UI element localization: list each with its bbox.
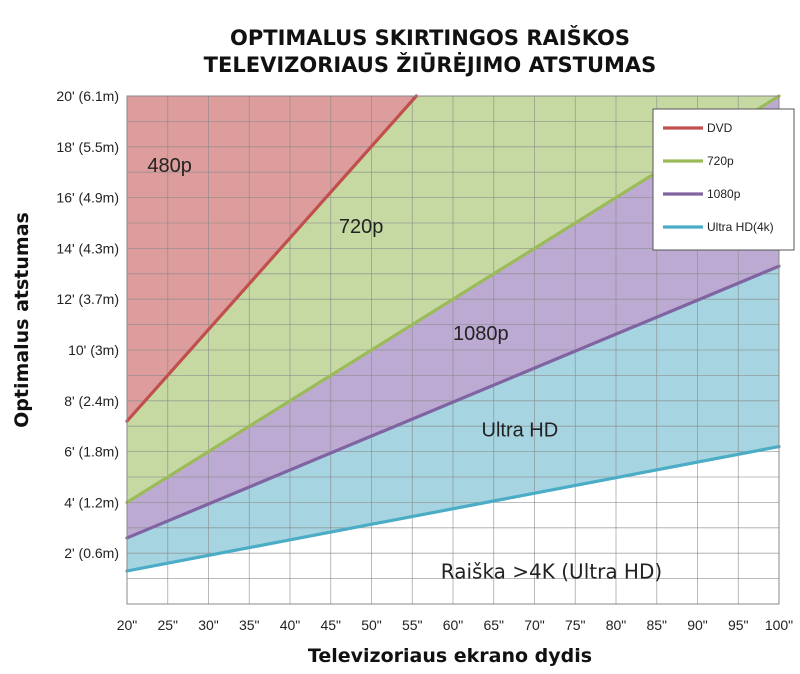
series-line-uhd [125, 444, 781, 573]
y-tick-label: 6' (1.8m) [64, 444, 119, 460]
x-tick-label: 25" [157, 617, 178, 633]
plot-frame [126, 95, 780, 605]
x-tick-label: 80" [606, 617, 627, 633]
y-tick-label: 16' (4.9m) [56, 190, 119, 206]
region-labels: 480p 720p 1080p Ultra HD [147, 155, 558, 441]
y-tick-label: 10' (3m) [68, 342, 119, 358]
series-line-dvd [125, 94, 418, 423]
x-tick-label: 50" [361, 617, 382, 633]
legend-label-p1080: 1080p [707, 187, 741, 201]
legend-label-p720: 720p [707, 154, 734, 168]
x-tick-label: 20" [117, 617, 138, 633]
region-label: 720p [339, 216, 384, 238]
legend-label-uhd: Ultra HD(4k) [707, 220, 774, 234]
x-tick-label: 70" [524, 617, 545, 633]
y-axis-title: Optimalus atstumas [11, 212, 33, 428]
x-tick-label: 95" [728, 617, 749, 633]
chart-title-line-1: OPTIMALUS SKIRTINGOS RAIŠKOS [230, 25, 630, 50]
grid-lines [126, 95, 780, 605]
legend: DVD 720p 1080p Ultra HD(4k) [652, 108, 795, 251]
legend-label-dvd: DVD [707, 121, 733, 135]
x-tick-label: 30" [198, 617, 219, 633]
x-tick-label: 90" [687, 617, 708, 633]
tick-labels: 20" 25" 30" 35" 40" 45" 50" 55" 60" 65" 70" 75" 80" 8… [56, 88, 793, 633]
x-tick-label: 85" [646, 617, 667, 633]
region-label: 480p [147, 155, 192, 177]
x-tick-label: 45" [320, 617, 341, 633]
region-label: Ultra HD [482, 419, 559, 441]
resolution-note: Raiška >4K (Ultra HD) [441, 560, 662, 584]
x-tick-label: 60" [443, 617, 464, 633]
y-tick-label: 14' (4.3m) [56, 240, 119, 256]
y-tick-label: 2' (0.6m) [64, 545, 119, 561]
region-label: 1080p [453, 323, 509, 345]
y-tick-label: 12' (3.7m) [56, 291, 119, 307]
y-tick-label: 20' (6.1m) [56, 88, 119, 104]
x-tick-label: 35" [239, 617, 260, 633]
x-axis-title: Televizoriaus ekrano dydis [308, 645, 592, 667]
x-tick-label: 55" [402, 617, 423, 633]
y-tick-label: 4' (1.2m) [64, 494, 119, 510]
series-line-p1080 [125, 264, 781, 540]
y-tick-label: 18' (5.5m) [56, 139, 119, 155]
x-tick-label: 40" [280, 617, 301, 633]
x-tick-label: 75" [565, 617, 586, 633]
x-tick-label: 100" [765, 617, 793, 633]
chart-title-line-2: TELEVIZORIAUS ŽIŪRĖJIMO ATSTUMAS [204, 52, 657, 77]
x-tick-label: 65" [483, 617, 504, 633]
y-tick-label: 8' (2.4m) [64, 393, 119, 409]
